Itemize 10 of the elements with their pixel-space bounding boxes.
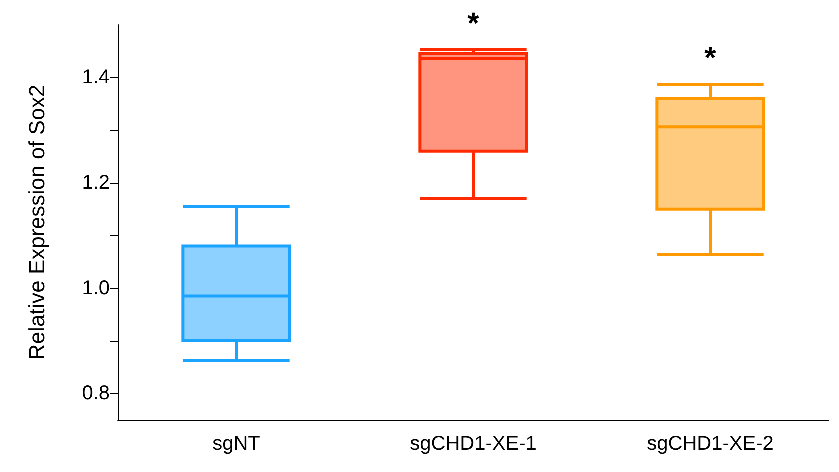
x-tick-label: sgCHD1-XE-2 — [647, 433, 774, 455]
annotation: * — [468, 7, 480, 40]
y-axis-title: Relative Expression of Sox2 — [24, 84, 50, 360]
y-tick-label: 1.4 — [82, 66, 110, 89]
x-tick-label: sgCHD1-XE-1 — [410, 433, 537, 455]
y-tick-label: 0.8 — [82, 382, 110, 405]
annotation: * — [704, 42, 717, 76]
y-tick-label: 1.0 — [82, 277, 110, 300]
y-tick-label: 1.2 — [82, 172, 110, 194]
x-tick-label: sgNT — [212, 433, 260, 455]
